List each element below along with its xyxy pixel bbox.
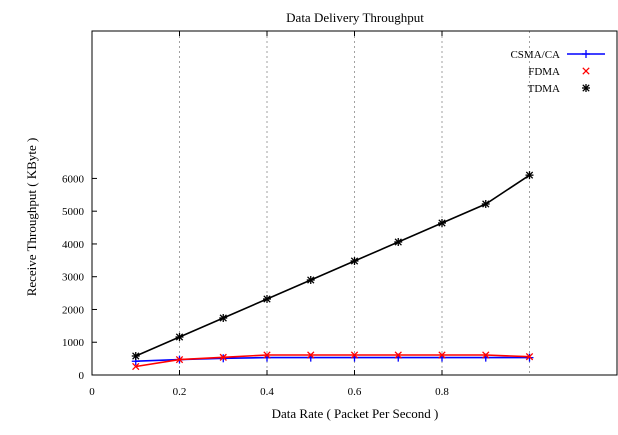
data-point-tdma <box>219 313 228 322</box>
data-point-tdma <box>350 256 359 265</box>
data-point-fdma <box>307 351 315 359</box>
legend-marker-fdma <box>582 67 590 75</box>
x-tick-label: 0.4 <box>260 386 274 398</box>
series-line-tdma <box>135 174 530 357</box>
x-tick-label: 0.2 <box>173 386 187 398</box>
data-point-tdma <box>306 275 315 284</box>
series-layer <box>131 171 534 371</box>
x-axis-label: Data Rate ( Packet Per Second ) <box>272 406 439 421</box>
data-point-fdma <box>525 352 534 361</box>
legend-marker-tdma <box>582 84 590 92</box>
x-tick-label: 0.8 <box>435 386 449 398</box>
series-line-fdma <box>135 354 530 368</box>
legend-label-tdma: TDMA <box>528 83 560 95</box>
data-point-fdma <box>175 355 184 364</box>
data-point-fdma <box>263 351 271 359</box>
y-tick-label: 0 <box>79 370 85 382</box>
y-tick-label: 1000 <box>62 337 85 349</box>
data-point-fdma <box>350 351 359 359</box>
y-tick-label: 2000 <box>62 304 85 316</box>
x-tick-label: 0.6 <box>348 386 362 398</box>
x-tick-label: 0 <box>89 386 95 398</box>
y-tick-label: 6000 <box>62 173 85 185</box>
data-point-fdma <box>132 362 140 371</box>
grid-lines <box>179 31 530 375</box>
data-point-csma-ca <box>219 354 228 363</box>
y-tick-label: 4000 <box>62 239 85 251</box>
data-point-tdma <box>175 332 184 341</box>
chart-title: Data Delivery Throughput <box>286 10 424 25</box>
data-point-fdma <box>438 351 446 359</box>
data-point-tdma <box>525 171 534 180</box>
x-axis-ticks: 0 0.2 0.4 0.6 0.8 <box>89 31 449 398</box>
y-axis-label: Receive Throughput ( KByte ) <box>24 138 39 297</box>
data-point-tdma <box>481 199 490 208</box>
data-point-tdma <box>394 237 403 246</box>
legend-label-csma-ca: CSMA/CA <box>510 49 560 61</box>
data-point-tdma <box>263 294 271 303</box>
legend-label-fdma: FDMA <box>528 66 560 78</box>
legend: CSMA/CA FDMA TDMA <box>510 49 605 95</box>
data-point-fdma <box>219 353 227 361</box>
data-point-tdma <box>438 218 446 227</box>
data-point-csma-ca <box>525 353 534 362</box>
data-point-fdma <box>482 351 490 359</box>
data-point-fdma <box>394 351 402 359</box>
y-tick-label: 5000 <box>62 206 85 218</box>
legend-marker-csma-ca <box>582 50 590 58</box>
y-tick-label: 3000 <box>62 272 85 284</box>
data-point-tdma <box>131 351 140 360</box>
y-axis-ticks: 0 1000 2000 3000 4000 5000 6000 <box>62 173 97 382</box>
